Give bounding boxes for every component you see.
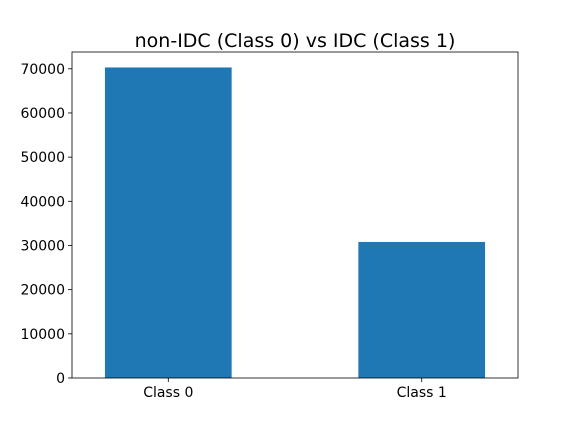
y-tick-label: 10000 [20, 327, 65, 343]
x-tick-label: Class 0 [143, 385, 193, 401]
chart-title: non-IDC (Class 0) vs IDC (Class 1) [135, 30, 456, 52]
x-tick-label: Class 1 [397, 385, 447, 401]
x-axis: Class 0 Class 1 [143, 378, 447, 401]
y-axis: 0 10000 20000 30000 40000 50000 60000 70000 [20, 62, 72, 387]
bar-class-0 [104, 67, 232, 379]
y-tick-label: 20000 [20, 283, 65, 299]
y-tick-label: 40000 [20, 194, 65, 210]
y-tick-label: 60000 [20, 106, 65, 122]
y-tick-label: 70000 [20, 62, 65, 78]
y-tick-label: 50000 [20, 150, 65, 166]
plot-frame [71, 51, 519, 379]
y-tick-label: 0 [56, 371, 65, 387]
bar-class-1 [358, 241, 486, 378]
y-tick-label: 30000 [20, 238, 65, 254]
bars-layer [104, 67, 486, 379]
